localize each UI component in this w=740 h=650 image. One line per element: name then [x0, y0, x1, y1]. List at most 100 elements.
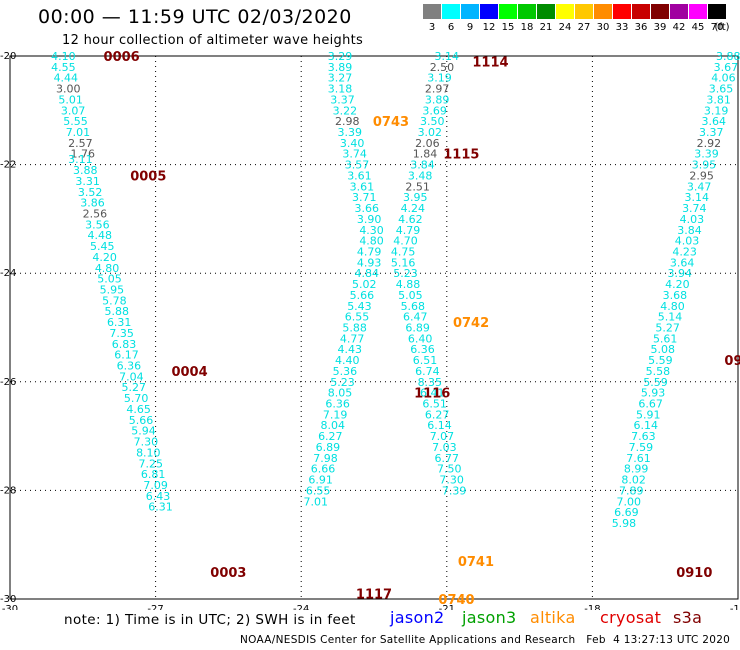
swh-value: 6.83 [112, 338, 137, 351]
swh-value: 5.23 [330, 376, 355, 389]
orbit-number: 0003 [210, 566, 246, 581]
swh-value: 3.39 [337, 126, 362, 139]
color-swatch [556, 4, 574, 19]
swh-value: 6.36 [410, 343, 435, 356]
swh-value: 4.80 [359, 235, 384, 248]
swh-value: 3.37 [330, 93, 355, 106]
credit-line: NOAA/NESDIS Center for Satellite Applica… [240, 634, 731, 646]
swh-values: 4.104.554.443.005.013.075.557.012.571.76… [51, 50, 740, 530]
swh-value: 3.56 [85, 218, 110, 231]
swh-value: 5.88 [342, 322, 367, 335]
swh-value: 7.35 [109, 327, 134, 340]
orbit-number: 0740 [438, 593, 474, 608]
swh-value: 6.36 [325, 398, 350, 411]
legend-altika: altika [530, 608, 576, 627]
legend-cryosat: cryosat [600, 608, 662, 627]
swh-value: 6.31 [107, 316, 132, 329]
x-tick-label: -21 [439, 604, 455, 610]
swh-value: 4.10 [51, 50, 76, 63]
x-tick-label: -15 [730, 604, 740, 610]
color-swatch-label: 12 [482, 22, 496, 33]
color-swatch-label: 36 [634, 22, 648, 33]
color-swatch-label: 39 [653, 22, 667, 33]
color-swatch-label: 21 [539, 22, 553, 33]
swh-value: 3.95 [403, 191, 428, 204]
orbit-number: 0742 [453, 316, 489, 331]
swh-value: 6.74 [415, 365, 440, 378]
orbit-number: 0743 [373, 115, 409, 130]
swh-value: 3.52 [78, 186, 103, 199]
x-tick-label: -30 [2, 604, 18, 610]
color-swatch-label: 24 [558, 22, 572, 33]
swh-value: 3.81 [706, 93, 731, 106]
swh-value: 4.93 [357, 256, 382, 269]
swh-value: 1.76 [71, 148, 96, 161]
swh-value: 7.09 [143, 479, 168, 492]
swh-value: 2.51 [405, 180, 430, 193]
swh-value: 7.59 [629, 441, 654, 454]
color-swatch-label: 45 [691, 22, 705, 33]
color-swatch [442, 4, 460, 19]
swh-value: 6.27 [425, 408, 450, 421]
swh-value: 2.06 [415, 137, 440, 150]
y-tick-label: -28 [0, 485, 16, 496]
swh-value: 6.14 [427, 419, 452, 432]
orbit-number: 090 [724, 354, 740, 369]
color-swatch [632, 4, 650, 19]
swh-value: 3.89 [425, 93, 450, 106]
swh-value: 6.31 [148, 501, 173, 514]
swh-value: 7.63 [631, 430, 656, 443]
legend-jason2: jason2 [390, 608, 445, 627]
swh-value: 3.84 [410, 159, 435, 172]
swh-value: 5.05 [97, 273, 122, 286]
swh-value: 4.79 [396, 224, 421, 237]
swh-value: 3.31 [75, 175, 100, 188]
swh-value: 6.66 [311, 463, 336, 476]
color-swatch [689, 4, 707, 19]
swh-value: 8.04 [320, 419, 345, 432]
legend-jason3: jason3 [462, 608, 517, 627]
swh-value: 5.59 [648, 354, 673, 367]
swh-value: 5.88 [105, 305, 130, 318]
orbit-number: 1116 [414, 387, 450, 402]
swh-value: 3.71 [352, 191, 377, 204]
swh-value: 3.86 [80, 197, 105, 210]
swh-value: 2.57 [68, 137, 93, 150]
orbit-number: 0006 [104, 50, 140, 65]
color-unit-label: (ft) [714, 22, 730, 33]
swh-value: 5.59 [643, 376, 668, 389]
y-tick-label: -20 [0, 51, 16, 62]
chart-title: 00:00 — 11:59 UTC 02/03/2020 [38, 6, 352, 28]
swh-value: 4.84 [354, 267, 379, 280]
swh-value: 4.44 [54, 72, 79, 85]
swh-value: 4.24 [401, 202, 426, 215]
swh-value: 5.45 [90, 240, 115, 253]
y-tick-label: -24 [0, 268, 16, 279]
chart-subtitle: 12 hour collection of altimeter wave hei… [62, 33, 364, 48]
color-swatch-label: 42 [672, 22, 686, 33]
swh-value: 2.50 [430, 61, 455, 74]
swh-value: 5.94 [131, 425, 156, 438]
swh-value: 3.61 [347, 169, 372, 182]
swh-value: 3.64 [670, 256, 695, 269]
swh-value: 7.01 [66, 126, 91, 139]
swh-value: 3.94 [668, 267, 693, 280]
swh-value: 3.19 [704, 104, 729, 117]
swh-value: 6.17 [114, 349, 139, 362]
swh-value: 5.23 [393, 267, 418, 280]
swh-value: 5.68 [401, 300, 426, 313]
swh-value: 3.64 [701, 115, 726, 128]
swh-value: 7.89 [619, 484, 644, 497]
swh-value: 6.69 [614, 506, 639, 519]
swh-value: 5.36 [333, 365, 358, 378]
swh-value: 3.14 [435, 50, 460, 63]
swh-value: 7.00 [617, 495, 642, 508]
swh-value: 4.43 [337, 343, 362, 356]
orbit-number: 1117 [356, 588, 392, 603]
swh-value: 2.92 [697, 137, 722, 150]
orbit-number: 0741 [458, 555, 494, 570]
swh-value: 3.11 [68, 153, 93, 166]
color-swatch-label: 70 [710, 22, 724, 33]
swh-value: 7.30 [134, 436, 159, 449]
swh-value: 4.70 [393, 235, 418, 248]
